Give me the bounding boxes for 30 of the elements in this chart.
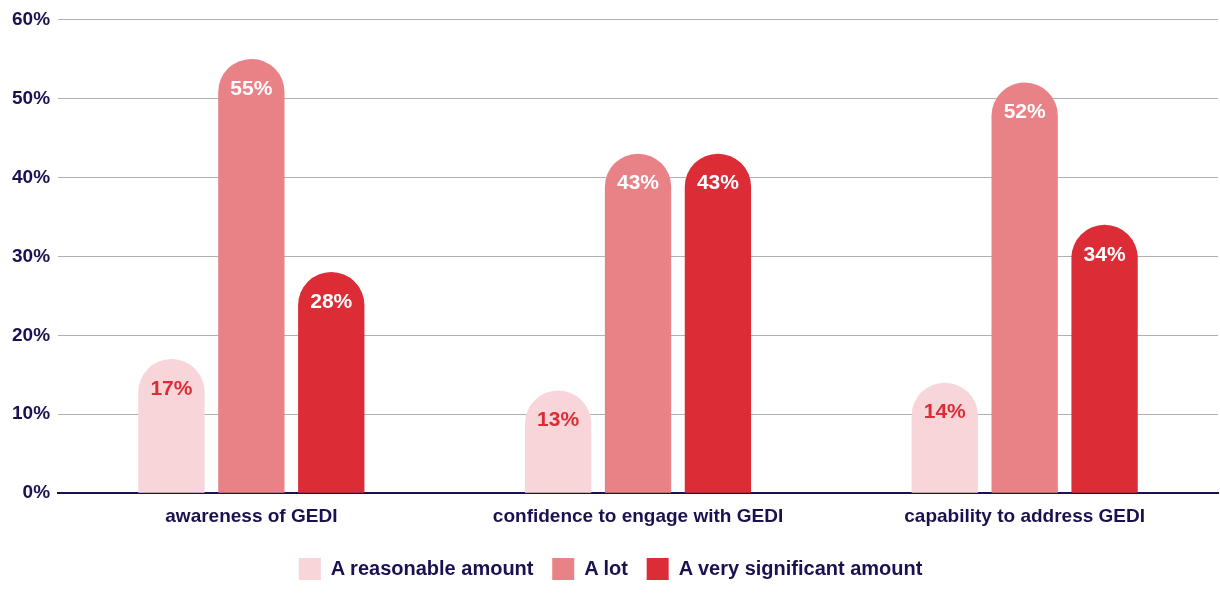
x-tick-label: confidence to engage with GEDI — [492, 504, 784, 526]
legend-label: A lot — [584, 556, 629, 579]
y-tick-label: 0% — [22, 481, 51, 503]
bar — [298, 272, 365, 493]
y-tick-label: 30% — [12, 244, 51, 266]
text: 43% — [617, 170, 660, 194]
y-tick-label: 10% — [12, 402, 51, 424]
x-tick-label: awareness of GEDI — [165, 504, 338, 526]
bar — [1071, 224, 1138, 493]
legend-label: A reasonable amount — [330, 556, 534, 579]
y-tick-label: 50% — [12, 86, 51, 108]
bar — [218, 58, 285, 493]
bar — [991, 82, 1058, 493]
bar — [138, 358, 205, 493]
y-tick-label: 20% — [12, 323, 51, 345]
text: 28% — [310, 288, 353, 312]
text: 13% — [537, 407, 580, 431]
text: 52% — [1003, 99, 1046, 123]
legend-label: A very significant amount — [678, 556, 923, 579]
y-tick-label: 40% — [12, 165, 51, 187]
x-tick-label: capability to address GEDI — [904, 504, 1146, 526]
text: 17% — [150, 375, 193, 399]
bar — [684, 153, 752, 493]
bar — [911, 382, 978, 493]
text: 34% — [1083, 241, 1126, 265]
bar — [604, 153, 672, 493]
text: 55% — [230, 75, 273, 99]
y-tick-label: 60% — [12, 7, 51, 29]
text: 43% — [696, 170, 739, 194]
text: 14% — [923, 399, 966, 423]
